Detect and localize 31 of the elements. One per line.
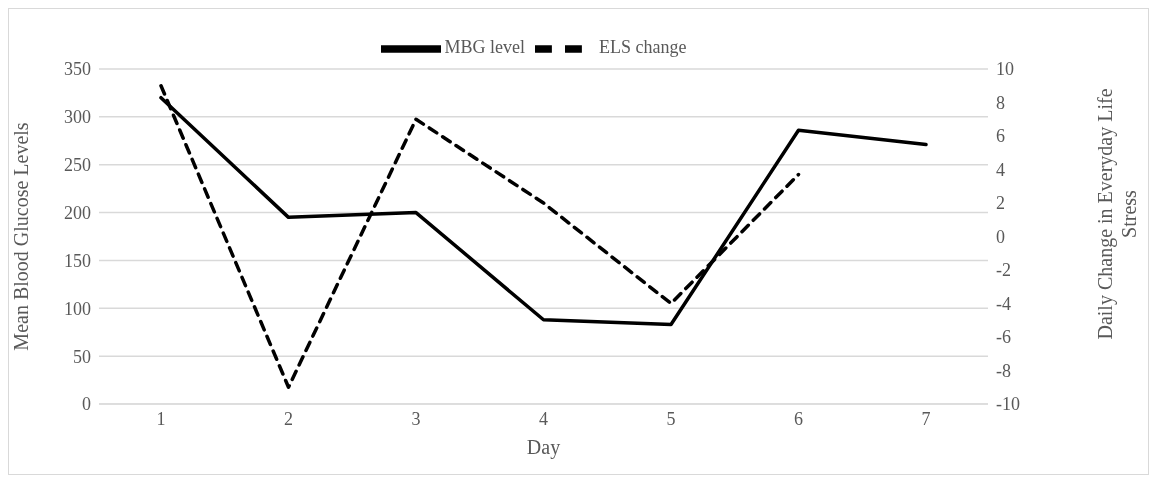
y-tick-label: 250	[64, 155, 91, 176]
legend-label: MBG level	[444, 37, 526, 58]
y-tick-label: 350	[64, 59, 91, 80]
y2-tick-label: 6	[996, 126, 1005, 147]
y2-tick-label: 4	[996, 159, 1005, 180]
y2-tick-label: 0	[996, 226, 1005, 247]
x-axis-title: Day	[526, 436, 561, 459]
y2-tick-label: -8	[996, 360, 1011, 381]
y2-tick-label: -2	[996, 260, 1011, 281]
x-tick-label: 1	[156, 408, 166, 429]
y2-tick-label: -4	[996, 293, 1011, 314]
y2-tick-label: 8	[996, 92, 1005, 113]
legend-label: ELS change	[599, 37, 687, 58]
y-axis-title: Mean Blood Glucose Levels	[10, 122, 33, 351]
y-tick-label: 150	[64, 250, 91, 271]
y2-tick-label: 2	[996, 193, 1005, 214]
y-tick-label: 50	[73, 346, 91, 367]
x-tick-label: 6	[794, 408, 803, 429]
y-tick-label: 300	[64, 107, 91, 128]
y-tick-label: 100	[64, 298, 91, 319]
x-tick-label: 7	[921, 408, 931, 429]
y2-tick-label: -10	[996, 394, 1020, 415]
y2-axis-title: Daily Change in Everyday Life Stress	[1094, 88, 1140, 340]
y-tick-label: 0	[82, 394, 91, 415]
x-tick-label: 2	[284, 408, 293, 429]
y2-tick-label: -6	[996, 327, 1011, 348]
x-tick-label: 4	[539, 408, 548, 429]
x-tick-label: 5	[666, 408, 676, 429]
y-tick-label: 200	[64, 202, 91, 223]
x-tick-label: 3	[411, 408, 421, 429]
y2-tick-label: 10	[996, 59, 1014, 80]
